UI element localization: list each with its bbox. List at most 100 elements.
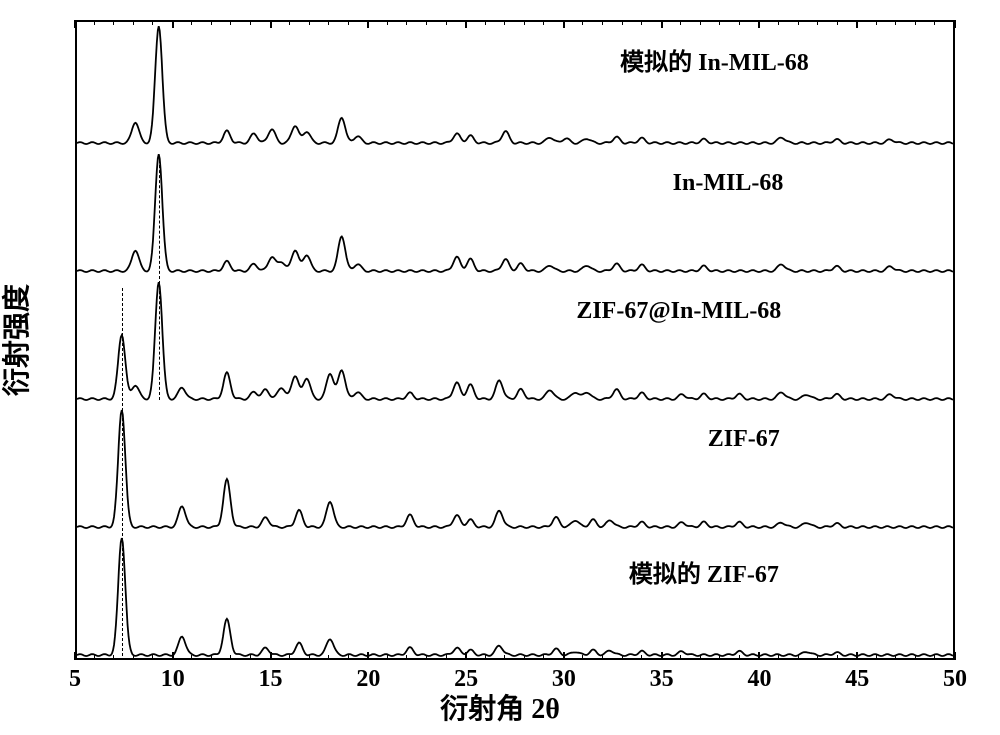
series-label: 模拟的 ZIF-67 xyxy=(629,554,779,589)
x-tick-label: 25 xyxy=(454,666,478,693)
x-minor-tick xyxy=(309,20,310,25)
x-minor-tick xyxy=(309,655,310,660)
x-tick-label: 10 xyxy=(161,666,185,693)
x-minor-tick xyxy=(602,20,603,25)
x-minor-tick xyxy=(152,20,153,25)
series-label: ZIF-67@In-MIL-68 xyxy=(576,298,781,325)
x-minor-tick xyxy=(250,20,251,25)
x-minor-tick xyxy=(641,20,642,25)
x-minor-tick xyxy=(524,20,525,25)
x-tick-label: 35 xyxy=(650,666,674,693)
x-tick xyxy=(74,652,76,660)
x-minor-tick xyxy=(817,655,818,660)
x-tick xyxy=(367,20,369,28)
x-minor-tick xyxy=(719,655,720,660)
x-minor-tick xyxy=(739,655,740,660)
x-minor-tick xyxy=(250,655,251,660)
x-minor-tick xyxy=(778,20,779,25)
x-minor-tick xyxy=(446,655,447,660)
x-tick xyxy=(954,20,956,28)
x-tick xyxy=(367,652,369,660)
x-minor-tick xyxy=(230,655,231,660)
x-tick xyxy=(758,20,760,28)
xrd-panel: ZIF-67 xyxy=(77,406,953,534)
x-tick xyxy=(172,652,174,660)
x-axis-label: 衍射角 2θ xyxy=(440,687,560,727)
x-tick xyxy=(661,652,663,660)
series-label: ZIF-67 xyxy=(708,426,780,453)
x-minor-tick xyxy=(582,20,583,25)
x-minor-tick xyxy=(94,20,95,25)
x-minor-tick xyxy=(94,655,95,660)
xrd-panel: ZIF-67@In-MIL-68 xyxy=(77,278,953,406)
x-minor-tick xyxy=(778,655,779,660)
x-tick-label: 40 xyxy=(747,666,771,693)
x-tick-label: 45 xyxy=(845,666,869,693)
x-minor-tick xyxy=(622,20,623,25)
x-minor-tick xyxy=(934,20,935,25)
x-tick xyxy=(563,652,565,660)
xrd-curve xyxy=(77,534,953,662)
x-tick xyxy=(74,20,76,28)
x-minor-tick xyxy=(387,20,388,25)
x-tick xyxy=(954,652,956,660)
x-minor-tick xyxy=(348,20,349,25)
x-minor-tick xyxy=(152,655,153,660)
x-minor-tick xyxy=(739,20,740,25)
x-tick xyxy=(465,20,467,28)
xrd-panel: 模拟的 ZIF-67 xyxy=(77,534,953,662)
x-minor-tick xyxy=(798,655,799,660)
x-minor-tick xyxy=(191,20,192,25)
xrd-curve xyxy=(77,22,953,150)
x-minor-tick xyxy=(406,20,407,25)
x-minor-tick xyxy=(289,655,290,660)
x-tick xyxy=(172,20,174,28)
x-minor-tick xyxy=(230,20,231,25)
x-minor-tick xyxy=(915,655,916,660)
x-minor-tick xyxy=(622,655,623,660)
x-minor-tick xyxy=(406,655,407,660)
x-minor-tick xyxy=(348,655,349,660)
x-minor-tick xyxy=(485,20,486,25)
x-minor-tick xyxy=(191,655,192,660)
x-tick xyxy=(270,20,272,28)
x-minor-tick xyxy=(426,20,427,25)
x-minor-tick xyxy=(328,655,329,660)
x-minor-tick xyxy=(426,655,427,660)
x-minor-tick xyxy=(113,20,114,25)
x-tick xyxy=(758,652,760,660)
x-minor-tick xyxy=(524,655,525,660)
xrd-curve xyxy=(77,406,953,534)
x-tick xyxy=(661,20,663,28)
x-minor-tick xyxy=(504,20,505,25)
x-tick-label: 15 xyxy=(259,666,283,693)
x-minor-tick xyxy=(602,655,603,660)
x-tick-label: 5 xyxy=(69,666,81,693)
x-minor-tick xyxy=(641,655,642,660)
x-minor-tick xyxy=(680,20,681,25)
series-label: In-MIL-68 xyxy=(673,170,784,197)
y-axis-label: 衍射强度 xyxy=(0,284,35,396)
x-minor-tick xyxy=(700,655,701,660)
x-minor-tick xyxy=(504,655,505,660)
x-tick xyxy=(856,20,858,28)
xrd-panel: In-MIL-68 xyxy=(77,150,953,278)
guide-line xyxy=(159,160,160,400)
x-minor-tick xyxy=(133,655,134,660)
x-minor-tick xyxy=(582,655,583,660)
series-label: 模拟的 In-MIL-68 xyxy=(620,42,809,77)
x-tick-label: 30 xyxy=(552,666,576,693)
x-minor-tick xyxy=(446,20,447,25)
xrd-curve xyxy=(77,278,953,406)
x-minor-tick xyxy=(895,655,896,660)
xrd-curve xyxy=(77,150,953,278)
xrd-panel: 模拟的 In-MIL-68 xyxy=(77,22,953,150)
x-minor-tick xyxy=(680,655,681,660)
x-minor-tick xyxy=(895,20,896,25)
x-minor-tick xyxy=(543,20,544,25)
guide-line xyxy=(122,288,123,656)
chart-area: 模拟的 In-MIL-68 In-MIL-68 ZIF-67@In-MIL-68 ZI… xyxy=(75,20,955,660)
x-minor-tick xyxy=(837,20,838,25)
x-minor-tick xyxy=(328,20,329,25)
x-minor-tick xyxy=(876,655,877,660)
